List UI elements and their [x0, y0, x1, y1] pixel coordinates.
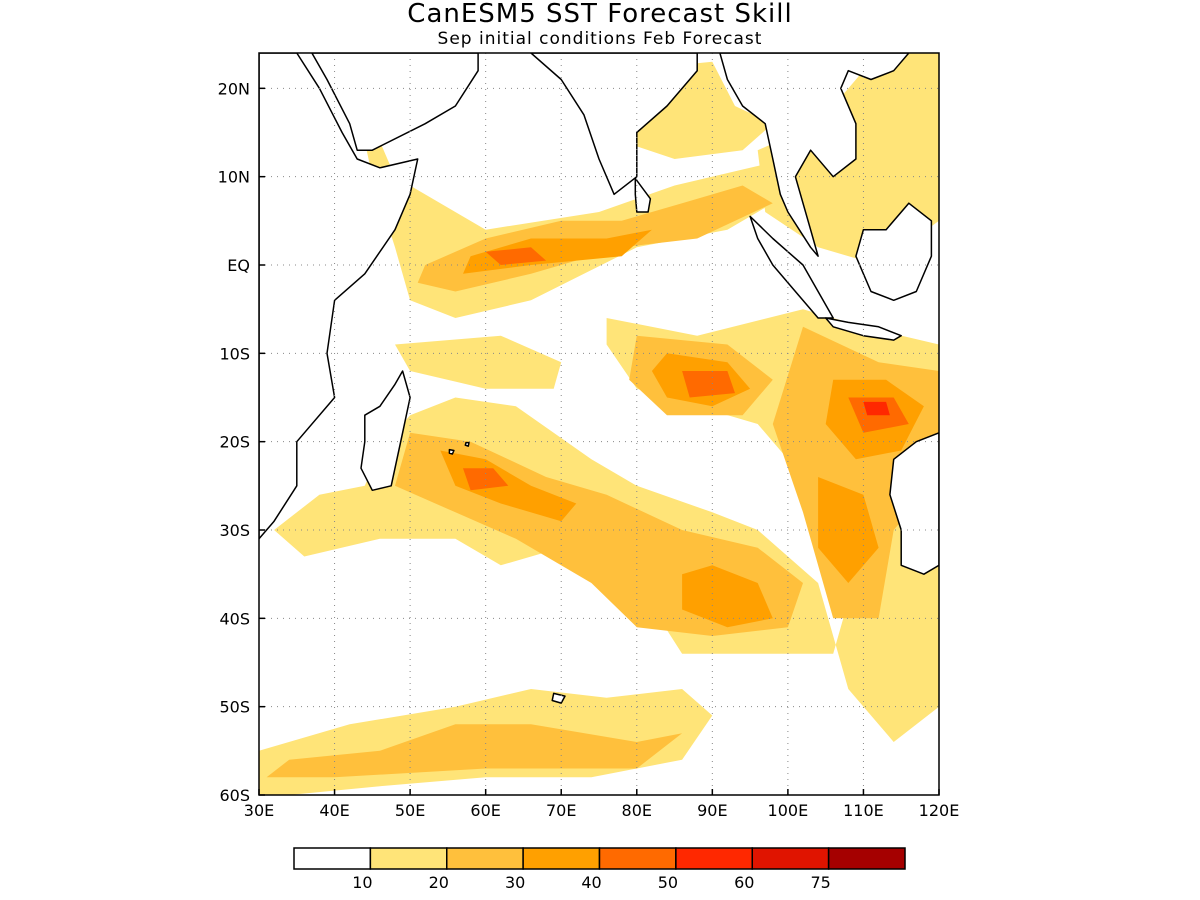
- lat-tick-label: 40S: [219, 609, 250, 628]
- land-madagascar: [360, 370, 411, 492]
- colorbar-label: 75: [810, 873, 830, 892]
- colorbar-swatch-0: [293, 847, 372, 870]
- lon-tick-label: 30E: [244, 801, 274, 820]
- land-sri-lanka: [634, 177, 652, 213]
- land-borneo: [855, 202, 933, 302]
- colorbar-swatch-6: [751, 847, 830, 870]
- lon-tick-label: 60E: [470, 801, 500, 820]
- colorbar-swatch-5: [675, 847, 754, 870]
- axis-ticks: 30E 40E 50E 60E 70E 80E 90E 100E 110E 120E 20N 10N E…: [218, 79, 960, 820]
- skill-region-17: [485, 247, 547, 265]
- lat-tick-label: 20N: [218, 79, 250, 98]
- skill-region-3: [395, 335, 562, 389]
- lat-tick-label: 30S: [219, 521, 250, 540]
- land-africa: [259, 53, 419, 540]
- colorbar-swatch-7: [827, 847, 906, 870]
- lat-tick-label: 20S: [219, 433, 250, 452]
- land-arabia: [311, 53, 479, 151]
- chart-subtitle: Sep initial conditions Feb Forecast: [437, 29, 763, 49]
- lon-tick-label: 70E: [546, 801, 576, 820]
- colorbar-swatch-3: [522, 847, 601, 870]
- colorbar-label: 10: [352, 873, 372, 892]
- colorbar-label: 30: [505, 873, 525, 892]
- lon-tick-label: 50E: [395, 801, 425, 820]
- land-mauritius: [464, 441, 470, 447]
- land-reunion: [448, 448, 455, 455]
- lat-tick-label: 50S: [219, 698, 250, 717]
- colorbar-label: 50: [658, 873, 678, 892]
- chart-title: CanESM5 SST Forecast Skill: [407, 0, 793, 29]
- colorbar-label: 20: [429, 873, 449, 892]
- skill-region-14: [440, 450, 577, 522]
- lon-tick-label: 40E: [319, 801, 349, 820]
- colorbar: 10 20 30 40 50 60 75: [293, 847, 906, 892]
- colorbar-swatch-1: [369, 847, 448, 870]
- lon-tick-label: 110E: [843, 801, 884, 820]
- lat-tick-label: EQ: [227, 256, 250, 275]
- lon-tick-label: 120E: [919, 801, 960, 820]
- lat-tick-label: 10S: [219, 344, 250, 363]
- plot-frame: [258, 52, 940, 796]
- land-southeast-asia: [719, 53, 910, 257]
- skill-shading: [259, 53, 939, 795]
- skill-region-18: [682, 371, 735, 398]
- skill-region-15: [682, 565, 773, 628]
- gridlines: [259, 53, 939, 795]
- lat-tick-label: 60S: [219, 786, 250, 805]
- lat-tick-label: 10N: [218, 168, 250, 187]
- colorbar-swatch-2: [446, 847, 524, 870]
- colorbar-swatch-4: [598, 847, 677, 870]
- lon-tick-label: 90E: [697, 801, 727, 820]
- lon-tick-label: 80E: [622, 801, 652, 820]
- lon-tick-label: 100E: [768, 801, 809, 820]
- colorbar-label: 40: [581, 873, 601, 892]
- colorbar-label: 60: [734, 873, 754, 892]
- skill-region-21: [863, 401, 890, 416]
- skill-region-10: [266, 724, 683, 778]
